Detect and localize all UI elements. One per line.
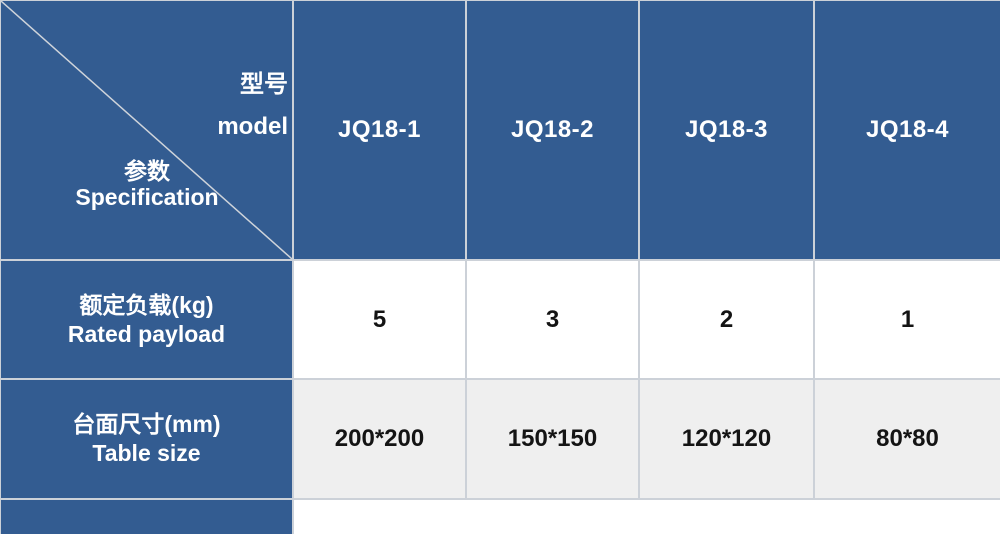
value-cell: 200*200 bbox=[294, 380, 465, 498]
partial-row-cells bbox=[294, 500, 1000, 534]
value-cell: 2 bbox=[640, 261, 813, 378]
value-cell: 1 bbox=[815, 261, 1000, 378]
row-label-partial bbox=[1, 500, 292, 534]
corner-header-cell: 型号 model 参数 Specification bbox=[1, 1, 292, 259]
row-label-rated-payload-zh: 额定负载(kg) bbox=[79, 291, 214, 318]
column-header-jq18-1: JQ18-1 bbox=[294, 1, 465, 259]
corner-model-label: 型号 model bbox=[217, 71, 288, 141]
value-cell: 80*80 bbox=[815, 380, 1000, 498]
value-cell: 120*120 bbox=[640, 380, 813, 498]
row-label-table-size: 台面尺寸(mm) Table size bbox=[1, 380, 292, 498]
corner-spec-label-en: Specification bbox=[75, 184, 219, 210]
row-label-rated-payload: 额定负载(kg) Rated payload bbox=[1, 261, 292, 378]
corner-model-label-en: model bbox=[217, 113, 288, 140]
value-cell: 5 bbox=[294, 261, 465, 378]
column-header-jq18-3: JQ18-3 bbox=[640, 1, 813, 259]
diagonal-divider bbox=[1, 1, 292, 259]
value-cell: 3 bbox=[467, 261, 638, 378]
column-header-jq18-2: JQ18-2 bbox=[467, 1, 638, 259]
corner-spec-label: 参数 Specification bbox=[40, 158, 254, 210]
value-cell: 150*150 bbox=[467, 380, 638, 498]
corner-spec-label-zh: 参数 bbox=[124, 158, 170, 184]
row-label-table-size-zh: 台面尺寸(mm) bbox=[72, 411, 221, 437]
column-header-jq18-4: JQ18-4 bbox=[815, 1, 1000, 259]
corner-model-label-zh: 型号 bbox=[240, 71, 288, 98]
row-label-rated-payload-en: Rated payload bbox=[67, 320, 226, 347]
row-label-table-size-en: Table size bbox=[92, 440, 201, 466]
